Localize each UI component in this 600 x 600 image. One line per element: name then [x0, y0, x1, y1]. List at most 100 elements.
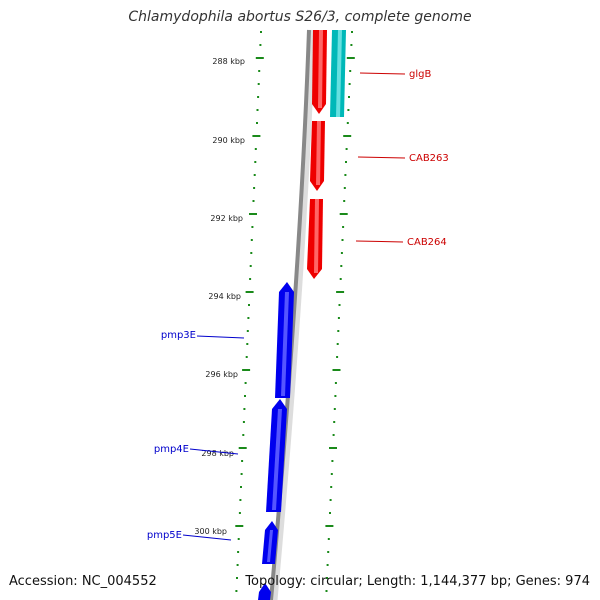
inner-track-tick — [244, 382, 247, 384]
inner-track-tick — [245, 356, 248, 358]
gene-label-pmp4E[interactable]: pmp4E — [154, 444, 189, 455]
rna-feature-block[interactable] — [330, 30, 346, 117]
inner-track-tick — [256, 109, 259, 111]
outer-track-tick — [327, 538, 330, 540]
inner-track-tick — [238, 512, 241, 514]
inner-track-tick — [248, 304, 250, 306]
reverse-gene-partial[interactable] — [258, 583, 271, 600]
inner-tick-track — [235, 31, 264, 592]
outer-track-tick — [330, 473, 333, 475]
inner-track-tick — [254, 148, 257, 150]
outer-track-tick — [326, 577, 328, 579]
inner-track-tick — [245, 291, 254, 293]
outer-track-tick — [342, 226, 345, 228]
scale-label-290: 290 kbp — [212, 136, 245, 145]
outer-track-tick — [344, 174, 347, 176]
leader-line-pmp5E — [182, 534, 232, 541]
outer-track-tick — [336, 356, 339, 358]
reverse-gene-pmp4E[interactable] — [266, 399, 287, 512]
gene-label-pmp5E[interactable]: pmp5E — [147, 530, 182, 541]
inner-track-tick — [249, 213, 257, 215]
inner-track-tick — [240, 473, 243, 475]
inner-track-tick — [249, 278, 252, 280]
outer-track-tick — [347, 109, 350, 111]
inner-track-tick — [246, 343, 249, 345]
inner-track-tick — [235, 590, 238, 592]
outer-track-tick — [325, 590, 328, 592]
map-title: Chlamydophila abortus S26/3, complete ge… — [128, 9, 472, 25]
inner-track-tick — [235, 525, 244, 527]
outer-track-tick — [340, 252, 343, 254]
outer-track-tick — [345, 161, 347, 163]
outer-track-tick — [348, 83, 351, 85]
forward-gene-CAB263[interactable] — [310, 121, 325, 191]
gene-label-CAB263[interactable]: CAB263 — [409, 153, 449, 164]
inner-track-tick — [251, 226, 254, 228]
leader-line-glgB — [359, 72, 406, 75]
inner-track-tick — [250, 252, 253, 254]
outer-track-tick — [340, 265, 343, 267]
leader-line-CAB264 — [355, 240, 404, 243]
inner-track-tick — [236, 564, 239, 566]
inner-track-tick — [242, 421, 245, 423]
outer-track-tick — [327, 551, 330, 553]
inner-track-tick — [252, 200, 255, 202]
forward-gene-glgB[interactable] — [312, 30, 327, 114]
outer-track-tick — [332, 369, 341, 371]
inner-track-tick — [257, 96, 260, 98]
genome-backbone-shadow — [270, 29, 316, 600]
outer-track-tick — [345, 148, 348, 150]
outer-track-tick — [338, 304, 341, 306]
outer-track-tick — [350, 44, 353, 46]
inner-track-tick — [242, 434, 245, 436]
inner-track-tick — [258, 70, 261, 72]
outer-track-tick — [325, 525, 334, 527]
inner-track-tick — [253, 187, 256, 189]
outer-track-tick — [346, 122, 349, 124]
inner-track-tick — [255, 57, 264, 59]
scale-label-292: 292 kbp — [210, 214, 243, 223]
scale-label-288: 288 kbp — [212, 57, 245, 66]
inner-track-tick — [237, 538, 240, 540]
outer-track-tick — [329, 499, 332, 501]
outer-track-tick — [332, 434, 335, 436]
reverse-gene-pmp5E[interactable] — [262, 521, 278, 564]
outer-track-tick — [349, 70, 352, 72]
inner-track-tick — [238, 447, 247, 449]
inner-track-tick — [237, 551, 240, 553]
genome-summary-text: Topology: circular; Length: 1,144,377 bp… — [245, 574, 590, 589]
gene-label-CAB264[interactable]: CAB264 — [407, 237, 447, 248]
outer-track-tick — [351, 31, 353, 33]
outer-track-tick — [331, 460, 334, 462]
forward-gene-CAB264[interactable] — [307, 199, 323, 279]
outer-track-tick — [339, 213, 348, 215]
outer-track-tick — [333, 421, 336, 423]
leader-line-pmp3E — [196, 335, 245, 339]
outer-track-tick — [334, 382, 337, 384]
gene-label-glgB[interactable]: glgB — [409, 69, 431, 80]
outer-track-tick — [336, 291, 345, 293]
outer-track-tick — [343, 135, 352, 137]
outer-track-tick — [336, 343, 339, 345]
gene-label-pmp3E[interactable]: pmp3E — [161, 330, 196, 341]
outer-track-tick — [341, 239, 344, 241]
genome-backbone — [269, 29, 311, 600]
scale-label-296: 296 kbp — [205, 370, 238, 379]
inner-track-tick — [243, 408, 246, 410]
inner-track-tick — [246, 330, 249, 332]
accession-text: Accession: NC_004552 — [9, 574, 157, 589]
outer-track-tick — [329, 512, 331, 514]
outer-track-tick — [337, 317, 340, 319]
outer-track-tick — [333, 408, 336, 410]
outer-track-tick — [339, 278, 342, 280]
inner-track-tick — [247, 317, 250, 319]
outer-track-tick — [343, 200, 346, 202]
outer-track-tick — [348, 96, 350, 98]
inner-track-tick — [252, 135, 261, 137]
inner-track-tick — [250, 239, 253, 241]
scale-label-294: 294 kbp — [208, 292, 241, 301]
inner-track-tick — [249, 265, 252, 267]
reverse-gene-pmp3E[interactable] — [275, 282, 294, 398]
